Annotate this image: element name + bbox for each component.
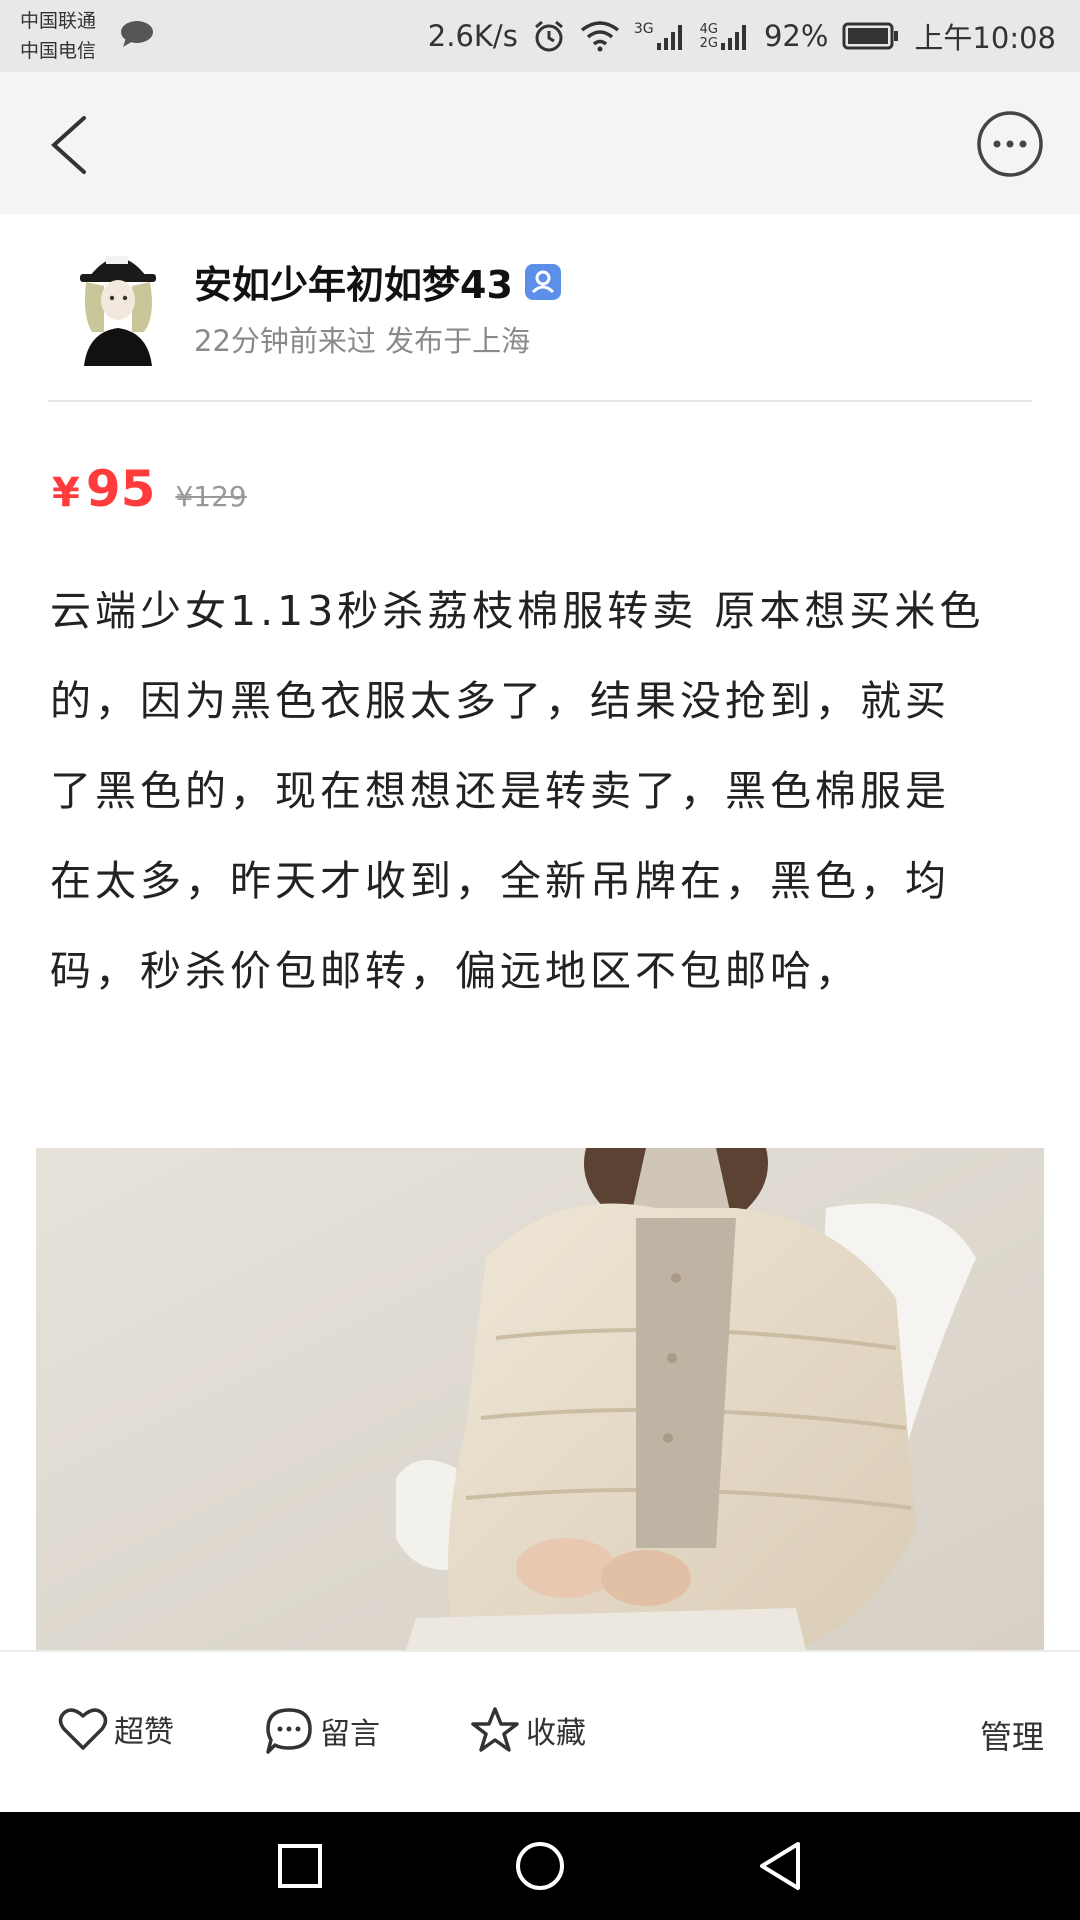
- chat-notification-icon: [121, 21, 153, 47]
- clock: 上午10:08: [914, 21, 1056, 55]
- heart-icon: [58, 1708, 108, 1750]
- username[interactable]: 安如少年初如梦43: [194, 263, 513, 307]
- product-photo[interactable]: [36, 1148, 1044, 1650]
- person-icon: [531, 270, 554, 293]
- status-bar: 中国联通 中国电信 2.6K/s 3G: [0, 0, 1080, 72]
- net-speed: 2.6K/s: [427, 19, 518, 53]
- price-value: 95: [85, 460, 156, 518]
- action-bar: 超赞 留言 收藏 管理: [0, 1650, 1080, 1814]
- comment-label: 留言: [320, 1717, 380, 1752]
- user-meta: 22分钟前来过 发布于上海: [194, 324, 531, 358]
- back-triangle-icon[interactable]: [752, 1838, 808, 1894]
- divider: [48, 400, 1032, 402]
- comment-icon: [266, 1708, 312, 1754]
- currency-symbol: ¥: [52, 470, 80, 516]
- star-icon: [471, 1707, 519, 1752]
- battery-percent: 92%: [763, 19, 829, 53]
- like-button[interactable]: 超赞: [58, 1706, 174, 1752]
- price-row: ¥95 ¥129: [52, 460, 247, 518]
- system-nav-bar: [0, 1812, 1080, 1920]
- avatar[interactable]: [70, 236, 166, 366]
- more-dots-icon[interactable]: [976, 110, 1044, 178]
- wifi-icon: [580, 21, 619, 52]
- signal-bars-2-icon: [720, 25, 746, 50]
- carrier-2: 中国电信: [20, 40, 97, 62]
- seller-info: 安如少年初如梦43 22分钟前来过 发布于上海: [0, 214, 1080, 402]
- comment-button[interactable]: 留言: [264, 1706, 380, 1756]
- original-price: ¥129: [175, 480, 247, 513]
- manage-button[interactable]: 管理: [979, 1718, 1044, 1756]
- signal-bars-icon: [656, 25, 682, 50]
- carrier-1: 中国联通: [20, 10, 97, 32]
- top-app-bar: [0, 72, 1080, 214]
- chevron-left-icon[interactable]: [40, 110, 100, 180]
- status-right: 2.6K/s 3G 4G 2G: [428, 0, 1056, 72]
- favorite-button[interactable]: 收藏: [470, 1706, 586, 1754]
- verified-badge-icon: [524, 263, 561, 300]
- home-icon[interactable]: [512, 1838, 568, 1894]
- current-price: ¥95: [52, 460, 155, 518]
- alarm-icon: [534, 20, 563, 52]
- item-description: 云端少女1.13秒杀荔枝棉服转卖 原本想买米色的，因为黑色衣服太多了，结果没抢到…: [50, 587, 985, 995]
- battery-icon: [842, 22, 899, 50]
- like-label: 超赞: [114, 1715, 174, 1750]
- username-row: 安如少年初如梦43: [194, 254, 561, 309]
- signal-3g: 3G: [634, 21, 686, 51]
- carrier-labels: 中国联通 中国电信: [20, 6, 96, 66]
- recent-apps-icon[interactable]: [272, 1838, 328, 1894]
- favorite-label: 收藏: [526, 1716, 586, 1751]
- signal-4g: 4G 2G: [700, 21, 750, 51]
